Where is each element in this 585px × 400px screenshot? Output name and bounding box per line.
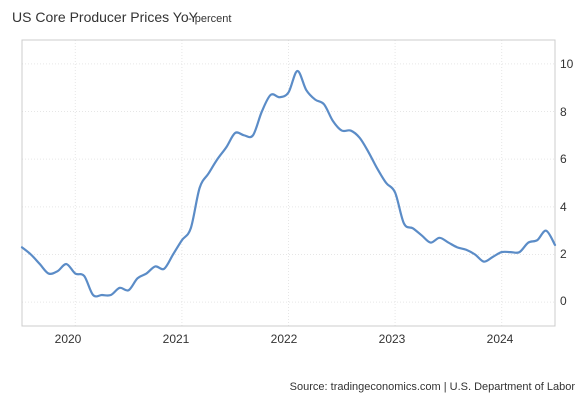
source-note: Source: tradingeconomics.com | U.S. Depa… xyxy=(290,381,576,393)
y-tick-label: 0 xyxy=(560,294,567,308)
x-tick-label: 2020 xyxy=(55,332,82,346)
x-gridlines xyxy=(74,40,503,326)
y-tick-label: 10 xyxy=(560,57,574,71)
x-tick-label: 2021 xyxy=(163,332,190,346)
x-tick-label: 2024 xyxy=(487,332,514,346)
x-tick-label: 2023 xyxy=(379,332,406,346)
y-axis-labels: 0 2 4 6 8 10 xyxy=(560,57,574,308)
y-tick-label: 6 xyxy=(560,152,567,166)
plot-frame xyxy=(21,39,556,327)
y-gridlines xyxy=(22,63,555,303)
y-tick-label: 4 xyxy=(560,200,567,214)
x-tick-label: 2022 xyxy=(271,332,298,346)
chart-title: US Core Producer Prices YoY xyxy=(12,9,199,25)
y-tick-label: 8 xyxy=(560,105,567,119)
chart-subtitle: - percent xyxy=(188,13,231,25)
x-axis-labels: 2020 2021 2022 2023 2024 xyxy=(55,332,514,346)
y-tick-label: 2 xyxy=(560,247,567,261)
series-line xyxy=(20,69,557,298)
